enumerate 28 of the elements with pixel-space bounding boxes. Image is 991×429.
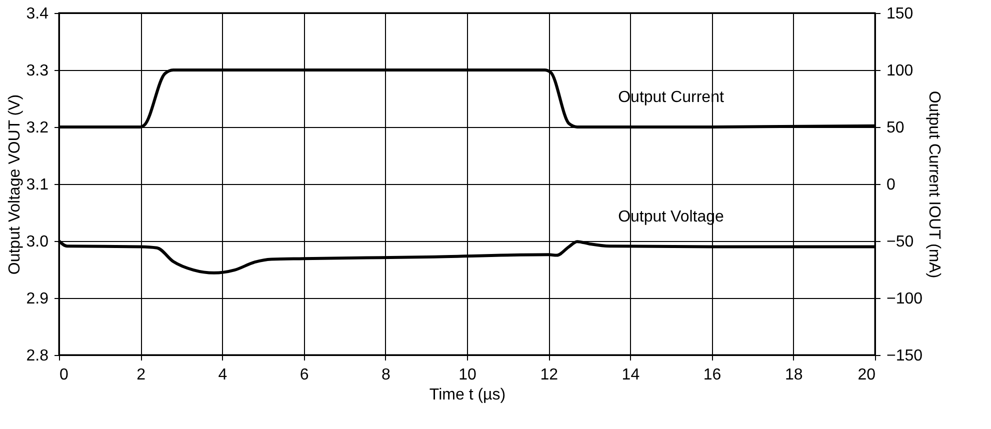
x-tick-label: 2 xyxy=(136,366,146,384)
x-tick-label: 4 xyxy=(218,366,228,384)
y2-tick-label: 50 xyxy=(886,120,904,136)
y-tick-label: 3.0 xyxy=(26,234,49,250)
x-tick-label: 6 xyxy=(300,366,309,384)
y2-tick-label: 150 xyxy=(886,6,914,22)
y-tick-label: 2.8 xyxy=(26,348,49,364)
y2-tick-label: −100 xyxy=(886,290,923,308)
y-tick-label: 3.2 xyxy=(26,120,49,136)
x-tick-label: 14 xyxy=(622,366,640,384)
x-tick-label: 16 xyxy=(703,366,722,384)
x-tick-label: 10 xyxy=(458,366,476,384)
x-tick-label: 18 xyxy=(785,366,803,384)
x-tick-label: 20 xyxy=(858,366,876,384)
x-tick-label: 8 xyxy=(381,366,390,384)
y-tick-label: 3.3 xyxy=(26,62,49,80)
y2-axis-title: Output Current IOUT (mA) xyxy=(926,90,943,278)
y2-tick-label: −50 xyxy=(886,234,914,250)
y2-tick-label: −150 xyxy=(886,348,923,364)
y-tick-label: 3.1 xyxy=(26,176,49,194)
y-axis-title: Output Voltage VOUT (V) xyxy=(6,94,24,275)
x-axis-title: Time t (µs) xyxy=(429,386,506,404)
y-tick-label: 3.4 xyxy=(26,6,49,22)
x-tick-label: 12 xyxy=(540,366,558,384)
y2-tick-label: 100 xyxy=(886,62,914,80)
y-tick-label: 2.9 xyxy=(26,290,49,308)
y2-tick-label: 0 xyxy=(886,176,896,194)
x-tick-label: 0 xyxy=(60,366,68,384)
